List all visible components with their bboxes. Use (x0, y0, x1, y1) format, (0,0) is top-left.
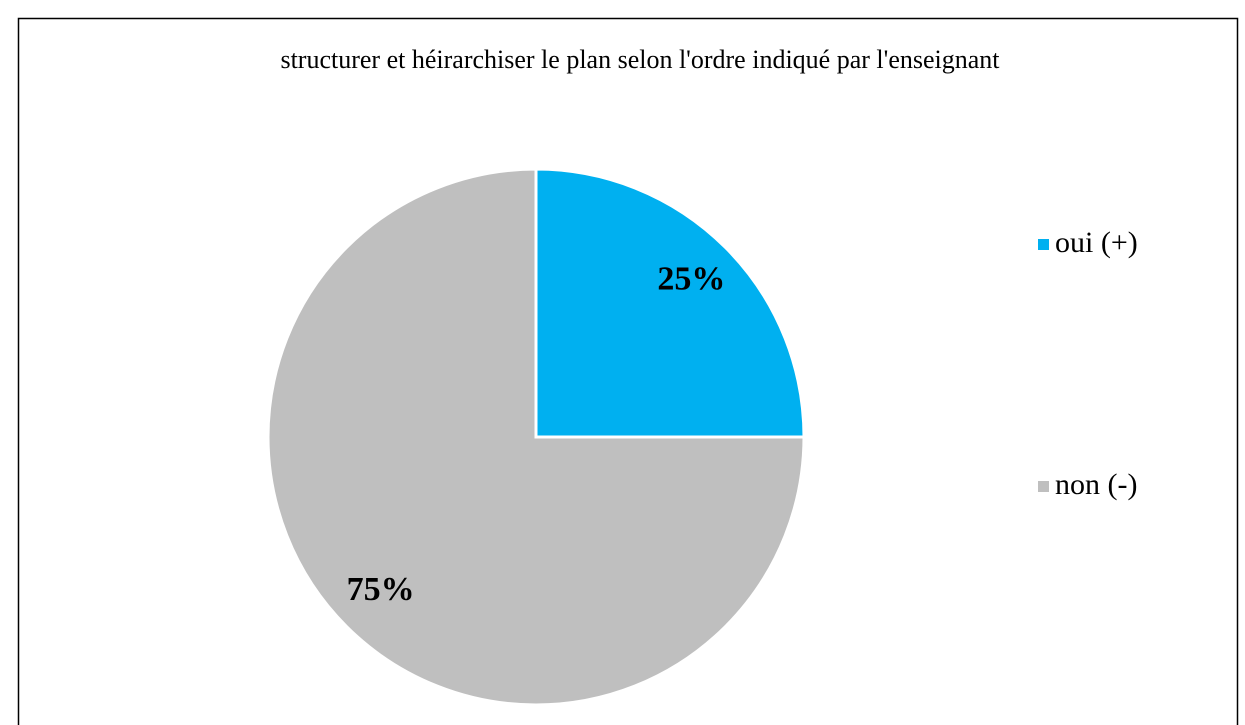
data-label: 25% (657, 260, 725, 297)
legend-label: oui (+) (1055, 226, 1138, 259)
legend-swatch (1038, 481, 1049, 492)
chart-title: structurer et héirarchiser le plan selon… (280, 45, 1000, 74)
data-label: 75% (347, 571, 415, 608)
legend-label: non (-) (1055, 468, 1137, 501)
pie-slice (534, 167, 806, 439)
pie-slice (266, 167, 806, 707)
legend-swatch (1038, 239, 1049, 250)
